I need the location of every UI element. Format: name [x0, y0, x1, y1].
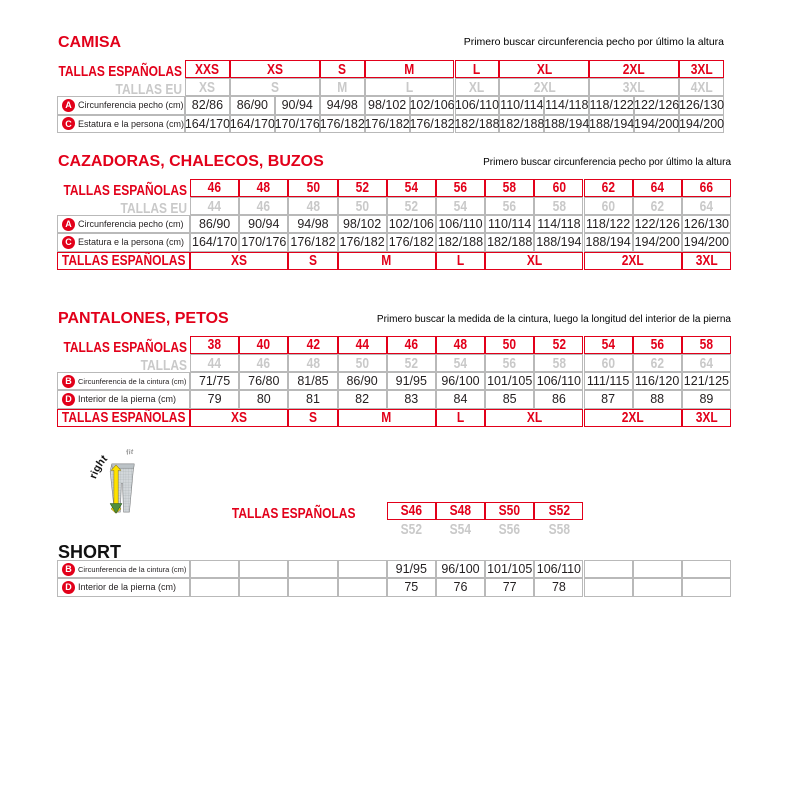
svg-text:right: right: [87, 452, 110, 480]
svg-text:fit: fit: [125, 449, 133, 457]
